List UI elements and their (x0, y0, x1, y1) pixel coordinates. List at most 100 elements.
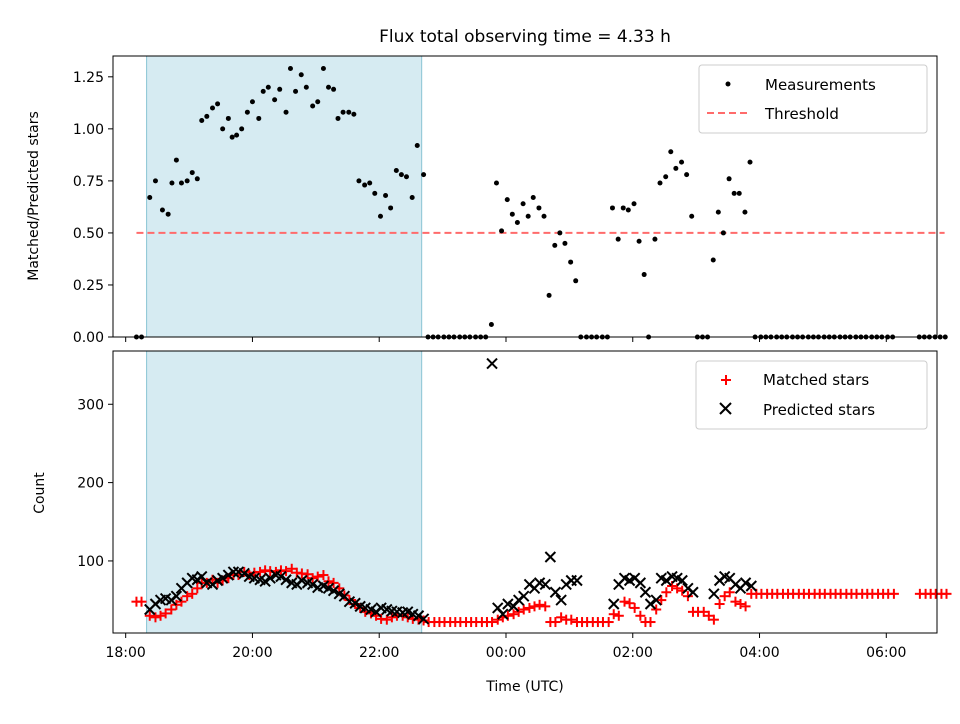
point-measurements (562, 240, 568, 246)
xtick-label: 18:00 (105, 645, 145, 661)
point-measurements (552, 242, 558, 248)
point-measurements (335, 115, 341, 121)
point-measurements (346, 109, 352, 115)
point-measurements (715, 209, 721, 215)
shaded-observing-region (146, 350, 423, 634)
shaded-observing-region (146, 55, 423, 338)
point-measurements (215, 101, 221, 107)
point-measurements (414, 143, 420, 149)
point-measurements (234, 132, 240, 138)
ytick-label: 0.00 (73, 330, 104, 346)
xtick-label: 00:00 (486, 645, 526, 661)
point-matched-stars (651, 604, 662, 615)
point-matched-stars (381, 614, 392, 625)
point-measurements (525, 213, 531, 219)
point-measurements (225, 115, 231, 121)
point-matched-stars (487, 617, 498, 628)
point-predicted-stars (349, 597, 361, 609)
point-matched-stars (740, 601, 751, 612)
point-measurements (184, 178, 190, 184)
point-predicted-stars (639, 586, 652, 598)
point-measurements (493, 180, 499, 186)
ytick-label: 0.25 (73, 278, 104, 294)
point-matched-stars (550, 617, 561, 628)
point-predicted-stars (259, 575, 271, 588)
point-predicted-stars (280, 574, 292, 586)
point-measurements (615, 236, 621, 242)
point-measurements (165, 211, 171, 217)
point-matched-stars (255, 566, 266, 577)
point-measurements (283, 109, 289, 115)
legend-label-threshold: Threshold (764, 105, 839, 123)
point-predicted-stars (676, 574, 688, 587)
point-matched-stars (187, 588, 198, 599)
point-predicted-stars (216, 572, 229, 584)
point-measurements (152, 178, 158, 184)
point-matched-stars (708, 614, 719, 625)
point-measurements (679, 159, 685, 165)
point-measurements (277, 86, 283, 92)
axes-frame (112, 350, 938, 634)
point-predicted-stars (486, 357, 498, 370)
point-measurements (173, 157, 179, 163)
point-predicted-stars (412, 610, 425, 622)
point-measurements (573, 278, 579, 284)
point-measurements (356, 178, 362, 184)
point-matched-stars (714, 599, 725, 610)
point-measurements (229, 134, 235, 140)
xtick-label: 20:00 (232, 645, 272, 661)
point-matched-stars (556, 612, 567, 623)
point-measurements (293, 88, 299, 94)
point-measurements (315, 99, 321, 105)
point-matched-stars (136, 596, 147, 607)
point-matched-stars (656, 595, 667, 606)
point-measurements (199, 118, 205, 124)
point-measurements (504, 197, 510, 203)
point-matched-stars (540, 601, 551, 612)
point-matched-stars (302, 569, 313, 580)
point-measurements (631, 201, 637, 207)
point-measurements (536, 205, 542, 211)
point-matched-stars (286, 563, 297, 574)
point-matched-stars (529, 601, 540, 612)
point-measurements (568, 259, 574, 265)
point-matched-stars (698, 606, 709, 617)
point-measurements (541, 213, 547, 219)
legend-label-matched: Matched stars (763, 371, 869, 389)
point-matched-stars (328, 577, 339, 588)
point-matched-stars (166, 604, 177, 615)
point-measurements (393, 167, 399, 173)
point-matched-stars (635, 610, 646, 621)
point-measurements (204, 113, 210, 119)
point-measurements (609, 205, 615, 211)
ytick-label: 0.50 (73, 226, 104, 242)
point-matched-stars (182, 591, 193, 602)
point-predicted-stars (544, 551, 557, 563)
point-matched-stars (888, 588, 899, 599)
top-legend: Measurements Threshold (698, 64, 928, 134)
point-predicted-stars (222, 569, 235, 581)
xtick-label: 02:00 (613, 645, 653, 661)
legend-label-predicted: Predicted stars (763, 401, 875, 419)
legend-marker-measurements (725, 81, 731, 87)
point-matched-stars (160, 608, 171, 619)
point-predicted-stars (549, 586, 562, 598)
xtick-label: 22:00 (359, 645, 399, 661)
point-measurements (249, 99, 255, 105)
point-measurements (244, 109, 250, 115)
point-predicted-stars (227, 566, 240, 578)
point-matched-stars (155, 610, 166, 621)
point-measurements (720, 230, 726, 236)
ytick-label: 0.75 (73, 174, 104, 190)
point-measurements (169, 180, 175, 186)
point-measurements (367, 180, 373, 186)
point-measurements (726, 176, 732, 182)
point-measurements (298, 72, 304, 78)
ytick-label: 300 (77, 397, 104, 413)
point-matched-stars (719, 591, 730, 602)
point-matched-stars (735, 599, 746, 610)
point-measurements (710, 257, 716, 263)
point-measurements (625, 207, 631, 213)
point-measurements (287, 65, 293, 71)
point-measurements (557, 230, 563, 236)
